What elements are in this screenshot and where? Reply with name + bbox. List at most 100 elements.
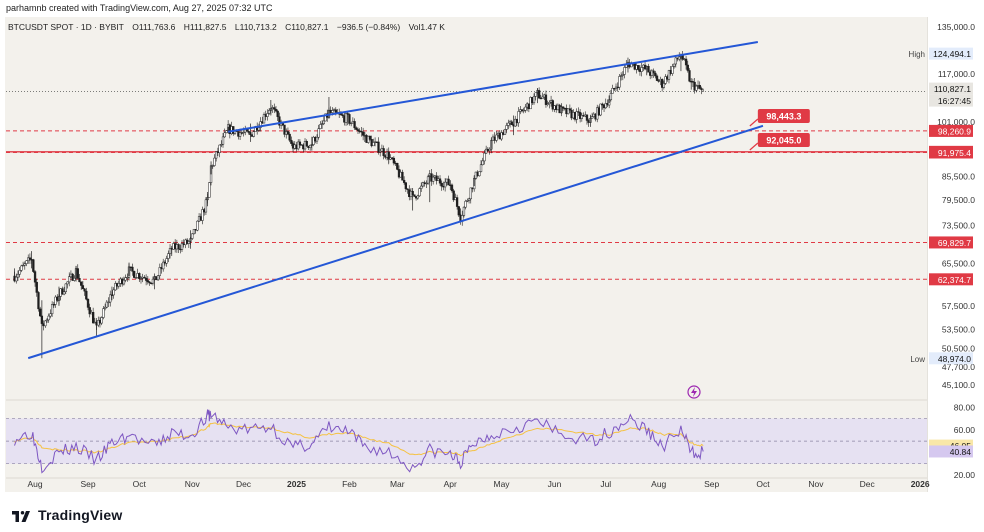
candle-body: [117, 283, 120, 287]
candle-body: [466, 200, 469, 202]
candle-body: [201, 209, 204, 221]
time-tick-label: Oct: [133, 479, 147, 489]
candle-body: [462, 206, 466, 216]
countdown-tag: 16:27:45: [938, 96, 971, 106]
volume-value: Vol1.47 K: [408, 22, 445, 32]
candle-body: [215, 151, 218, 159]
candle-body: [23, 263, 26, 266]
attribution-text: parhamnb created with TradingView.com, A…: [6, 3, 273, 13]
candle-body: [62, 291, 66, 295]
candle-body: [297, 141, 300, 150]
tradingview-footer[interactable]: TradingView: [10, 506, 122, 524]
candle-body: [544, 94, 548, 105]
candle-body: [242, 131, 245, 134]
candle-body: [420, 185, 423, 189]
candle-body: [196, 220, 199, 231]
candle-body: [134, 277, 138, 279]
time-tick-label: 2026: [911, 479, 930, 489]
candle-body: [618, 76, 621, 88]
candle-body: [305, 141, 308, 147]
candle-body: [50, 304, 54, 315]
candle-body: [309, 144, 312, 148]
candle-body: [350, 122, 353, 125]
price-tick-label: 101,000.0: [937, 117, 975, 127]
candle-body: [73, 277, 76, 281]
symbol-name[interactable]: BTCUSDT SPOT · 1D · BYBIT: [8, 22, 124, 32]
price-callout: [749, 133, 810, 151]
candle-body: [382, 148, 385, 156]
countdown-tag-bg: [929, 94, 973, 107]
candles: [13, 51, 704, 359]
candle-body: [674, 57, 677, 65]
candle-body: [278, 116, 281, 126]
candle-body: [355, 127, 358, 130]
candle-body: [485, 148, 488, 154]
candle-body: [85, 290, 88, 300]
candle-body: [102, 308, 105, 318]
candle-body: [259, 121, 262, 128]
candle-body: [133, 271, 136, 278]
time-tick-label: May: [493, 479, 510, 489]
candle-body: [609, 92, 613, 101]
candle-body: [469, 187, 472, 200]
price-change: −936.5 (−0.84%): [336, 22, 401, 32]
candle-body: [478, 171, 481, 177]
candle-body: [247, 130, 250, 133]
candle-body: [652, 70, 655, 74]
candle-body: [396, 163, 399, 170]
candle-body: [218, 144, 221, 153]
candle-body: [353, 121, 356, 129]
candle-body: [623, 67, 626, 75]
candle-body: [457, 206, 460, 216]
candle-body: [238, 132, 242, 137]
candle-body: [567, 108, 570, 115]
candle-body: [21, 264, 25, 267]
candle-body: [450, 184, 454, 192]
candle-body: [601, 103, 604, 106]
candle-body: [695, 85, 698, 91]
candle-body: [568, 108, 572, 111]
candle-body: [177, 244, 180, 250]
low-value-tag: 48,974.0: [938, 354, 971, 364]
candle-body: [377, 141, 380, 153]
price-tick-label: 53,500.0: [942, 324, 975, 334]
candle-body: [298, 141, 302, 146]
candle-body: [151, 278, 155, 284]
candle-body: [124, 277, 127, 281]
lightning-icon: [687, 385, 701, 399]
candle-body: [18, 270, 21, 275]
candle-body: [481, 160, 484, 166]
candle-body: [561, 106, 565, 109]
candle-body: [180, 243, 184, 250]
candle-body: [401, 171, 404, 181]
candle-body: [654, 72, 657, 77]
candle-body: [678, 56, 681, 60]
candle-body: [83, 288, 86, 292]
candle-body: [619, 75, 623, 77]
time-tick-label: Apr: [444, 479, 457, 489]
candle-body: [500, 132, 503, 140]
candle-body: [667, 70, 671, 80]
candle-body: [45, 319, 49, 322]
candle-body: [257, 127, 261, 131]
candle-body: [548, 102, 551, 104]
ohlc-high: H111,827.5: [183, 22, 227, 32]
candle-body: [103, 306, 107, 309]
candle-body: [28, 257, 32, 260]
symbol-legend[interactable]: BTCUSDT SPOT · 1D · BYBIT O111,763.6 H11…: [8, 22, 451, 32]
plot-area[interactable]: [5, 17, 927, 492]
candle-body: [418, 188, 421, 197]
lightning-icon-bolt: [691, 387, 697, 397]
candle-body: [158, 267, 161, 276]
candle-body: [447, 178, 450, 186]
candle-body: [138, 273, 141, 279]
candle-body: [452, 190, 455, 201]
candle-body: [146, 280, 149, 283]
candle-body: [637, 65, 640, 70]
rsi-value-tag: 40.84: [950, 447, 972, 457]
candle-body: [44, 320, 47, 327]
rsi-tick-label: 20.00: [954, 470, 976, 480]
candle-body: [341, 114, 344, 116]
